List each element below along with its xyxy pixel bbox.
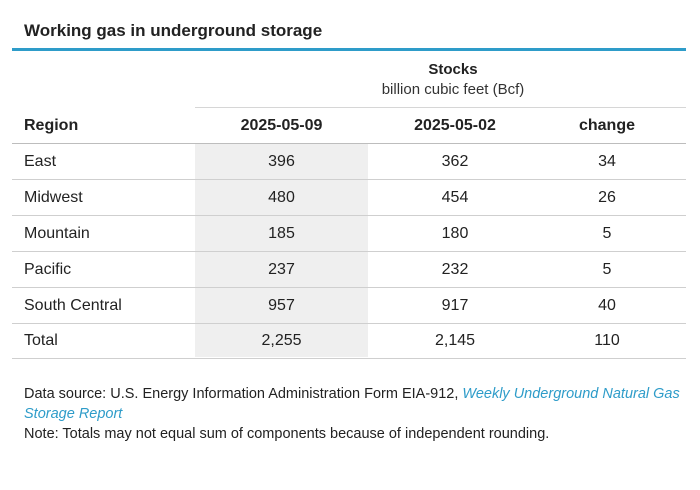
group-header: Stocks billion cubic feet (Bcf) [208,60,698,100]
header-row: Region 2025-05-09 2025-05-02 change [12,108,686,144]
change-cell: 5 [602,261,612,278]
change-cell: 34 [598,153,616,170]
column-header-previous-week: 2025-05-02 [414,117,496,134]
table-title: Working gas in underground storage [24,21,323,40]
table-row: East 396 362 34 [12,144,686,180]
previous-week-cell: 362 [441,153,469,170]
current-week-cell: 480 [268,189,295,206]
table-row: Mountain 185 180 5 [12,216,686,252]
current-week-cell: 185 [268,225,295,242]
previous-week-cell: 2,145 [434,332,476,349]
highlight-column-shading [195,143,368,357]
previous-week-cell: 232 [441,261,469,278]
change-cell: 40 [598,297,616,314]
title-rule [12,48,686,51]
region-cell: South Central [24,297,122,314]
change-cell: 5 [602,225,612,242]
group-header-rule [195,107,686,108]
current-week-cell: 237 [268,261,295,278]
previous-week-cell: 454 [441,189,469,206]
rounding-note: Note: Totals may not equal sum of compon… [24,426,550,442]
total-row: Total 2,255 2,145 110 [12,323,686,359]
data-source-link[interactable]: Weekly Underground Natural Gas Storage R… [24,386,680,422]
change-cell: 26 [598,189,616,206]
region-cell: East [24,153,57,170]
previous-week-cell: 917 [441,297,469,314]
table-footer: Data source: U.S. Energy Information Adm… [24,384,684,444]
current-week-cell: 2,255 [261,332,302,349]
data-source-line: Data source: U.S. Energy Information Adm… [24,384,684,424]
region-cell: Pacific [24,261,72,278]
column-header-region: Region [24,117,79,134]
region-cell: Total [24,332,58,349]
table-row: Pacific 237 232 5 [12,252,686,288]
data-source-text: Data source: U.S. Energy Information Adm… [24,386,463,402]
current-week-cell: 396 [268,153,295,170]
group-header-title: Stocks [428,61,478,78]
table-row: Midwest 480 454 26 [12,180,686,216]
region-cell: Midwest [24,189,83,206]
region-cell: Mountain [24,225,90,242]
table-row: South Central 957 917 40 [12,288,686,324]
column-header-change: change [578,117,635,134]
group-header-subtitle: billion cubic feet (Bcf) [381,81,525,98]
change-cell: 110 [594,332,620,349]
current-week-cell: 957 [268,297,295,314]
previous-week-cell: 180 [441,225,469,242]
column-header-current-week: 2025-05-09 [240,117,323,134]
